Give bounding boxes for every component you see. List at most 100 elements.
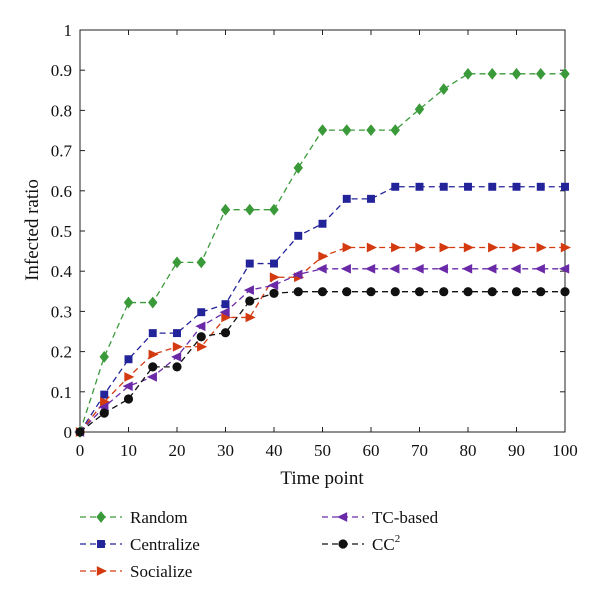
data-point	[463, 67, 473, 80]
x-tick-label: 0	[76, 441, 85, 460]
data-point	[100, 390, 109, 399]
data-point	[512, 182, 521, 191]
x-axis-label: Time point	[280, 468, 364, 489]
legend-marker	[338, 539, 348, 549]
legend-label-text: TC-based	[372, 508, 439, 527]
data-point	[464, 182, 472, 191]
data-point	[439, 287, 449, 297]
data-point	[560, 242, 571, 253]
data-point	[342, 124, 352, 136]
legend-entry: Random	[80, 508, 188, 527]
y-tick-label: 0.8	[51, 101, 72, 120]
data-point	[365, 263, 376, 274]
data-point	[123, 394, 134, 404]
data-point	[148, 349, 159, 360]
x-tick-label: 60	[363, 441, 380, 460]
legend-marker	[337, 512, 348, 522]
data-point	[195, 321, 206, 332]
data-point	[245, 312, 256, 323]
data-point	[390, 124, 400, 136]
data-point	[340, 263, 351, 274]
legend-label-text: Centralize	[130, 535, 200, 554]
data-point	[560, 67, 570, 80]
legend-entry: Socialize	[80, 562, 192, 581]
data-point	[415, 242, 426, 253]
data-point	[511, 67, 522, 80]
legend-marker	[96, 566, 107, 576]
x-tick-label: 10	[120, 441, 137, 460]
x-tick-label: 20	[169, 441, 186, 460]
data-point	[148, 329, 157, 338]
data-point	[366, 242, 377, 253]
plot-area	[79, 29, 566, 433]
legend-marker	[96, 511, 106, 523]
data-point	[318, 219, 327, 228]
data-point	[342, 287, 352, 297]
legend-label: Socialize	[130, 562, 192, 581]
y-tick-label: 0.3	[51, 302, 72, 321]
data-point	[269, 203, 279, 216]
data-point	[415, 182, 424, 191]
data-point	[391, 242, 402, 253]
data-point	[487, 287, 497, 297]
data-point	[488, 242, 499, 253]
data-point	[317, 287, 328, 297]
y-tick-label: 0.1	[51, 383, 72, 402]
data-point	[413, 263, 424, 274]
series-centralize	[76, 182, 569, 436]
data-point	[536, 242, 547, 253]
y-tick-label: 1	[64, 21, 73, 40]
data-point	[292, 269, 303, 280]
data-point	[268, 280, 279, 291]
data-point	[123, 296, 134, 309]
data-point	[122, 381, 133, 392]
data-point	[220, 328, 231, 338]
data-point	[390, 287, 400, 297]
legend-entry: TC-based	[322, 508, 439, 527]
legend: Random Centralize Socialize TC-based CC2	[80, 508, 439, 581]
data-point	[269, 272, 280, 283]
data-point	[269, 288, 279, 298]
data-point	[245, 259, 254, 268]
x-tick-label: 100	[552, 441, 578, 460]
data-point	[560, 287, 570, 297]
legend-label-text: Random	[130, 508, 188, 527]
data-point	[536, 287, 546, 297]
y-tick-label: 0.9	[51, 61, 72, 80]
x-tick-label: 80	[460, 441, 477, 460]
legend-label: CC2	[372, 533, 400, 554]
data-point	[196, 332, 206, 342]
x-tick-label: 90	[508, 441, 525, 460]
data-point	[559, 263, 570, 274]
data-point	[197, 308, 206, 317]
data-point	[487, 67, 497, 80]
data-point	[488, 182, 497, 191]
data-point	[220, 203, 231, 216]
data-point	[391, 182, 400, 191]
data-point	[99, 350, 109, 363]
x-tick-label: 30	[217, 441, 234, 460]
data-point	[270, 259, 278, 268]
data-point	[462, 263, 473, 274]
series-layer	[74, 67, 571, 438]
data-point	[534, 263, 545, 274]
data-point	[342, 242, 353, 253]
data-point	[486, 263, 497, 274]
legend-label: Random	[130, 508, 188, 527]
data-point	[173, 329, 181, 338]
data-point	[148, 362, 158, 372]
data-point	[172, 362, 182, 372]
data-point	[75, 427, 85, 437]
y-tick-label: 0	[64, 423, 73, 442]
data-point	[561, 182, 569, 191]
legend-label-text: CC	[372, 535, 395, 554]
data-point	[366, 287, 376, 297]
data-point	[124, 355, 133, 364]
legend-marker	[97, 540, 105, 548]
data-point	[221, 300, 230, 309]
data-point	[439, 242, 450, 253]
series-random	[75, 67, 570, 438]
data-point	[367, 194, 375, 203]
data-point	[172, 256, 182, 269]
